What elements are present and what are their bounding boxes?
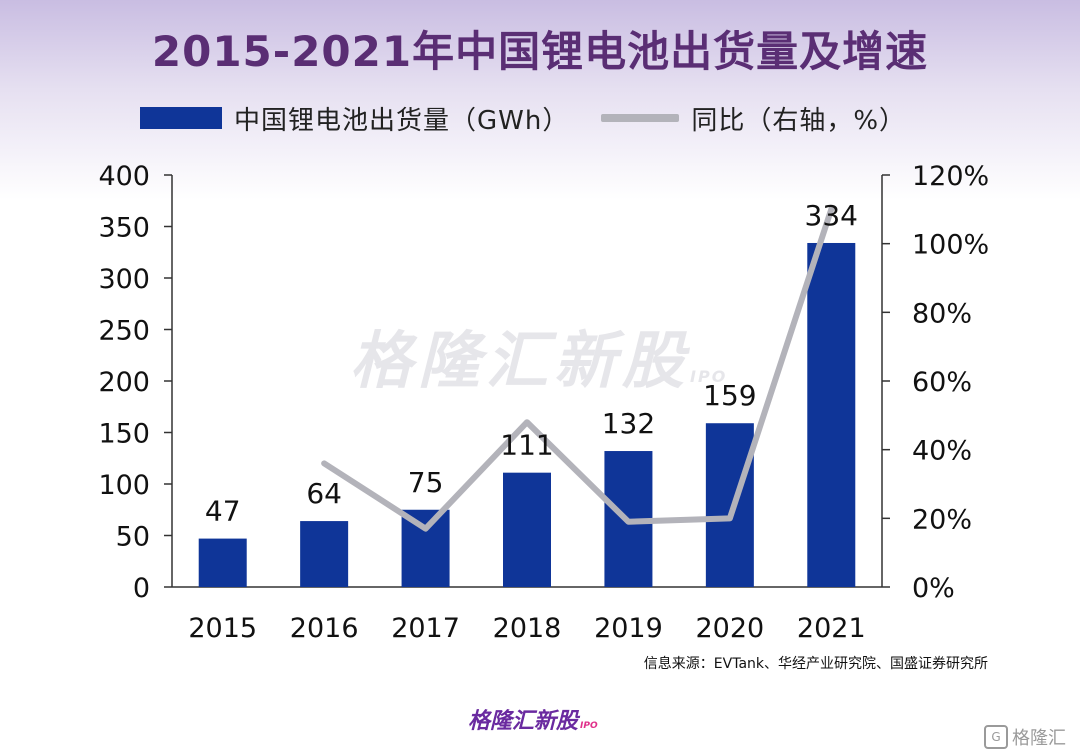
watermark: 格隆汇新股IPO xyxy=(350,310,727,400)
y-left-tick-label: 250 xyxy=(98,316,150,347)
bar-data-label: 132 xyxy=(602,407,655,440)
bar xyxy=(807,242,856,588)
bar-data-label: 75 xyxy=(408,466,444,499)
watermark-sub: IPO xyxy=(690,367,728,386)
x-tick-label: 2020 xyxy=(695,613,764,644)
legend: 中国锂电池出货量（GWh） 同比（右轴，%） xyxy=(140,100,906,136)
y-left-tick-label: 50 xyxy=(116,522,150,553)
yoy-line xyxy=(321,206,835,532)
y-right-tick-label: 80% xyxy=(912,298,972,329)
x-tick-label: 2019 xyxy=(594,613,663,644)
y-left-tick-label: 150 xyxy=(98,419,150,450)
y-right-tick-label: 40% xyxy=(912,436,972,467)
y-right-tick-label: 20% xyxy=(912,504,972,535)
legend-line-label: 同比（右轴，%） xyxy=(691,105,907,136)
legend-bar-label: 中国锂电池出货量（GWh） xyxy=(234,105,570,136)
source-note: 信息来源：EVTank、华经产业研究院、国盛证券研究所 xyxy=(643,656,988,672)
bar-data-label: 111 xyxy=(500,429,553,462)
y-left-tick-label: 100 xyxy=(98,470,150,501)
corner-brand-text: 格隆汇 xyxy=(1012,728,1066,749)
brand-logo: 格隆汇新股 IPO xyxy=(468,703,598,735)
x-tick-label: 2018 xyxy=(493,613,562,644)
corner-brand: G 格隆汇 xyxy=(984,724,1066,750)
legend-line-swatch xyxy=(601,114,680,122)
bar-data-label: 159 xyxy=(703,379,756,412)
y-right-tick-label: 0% xyxy=(912,573,955,604)
y-left-tick-label: 0 xyxy=(133,573,150,604)
brand-logo-text: 格隆汇新股 xyxy=(468,709,579,734)
bar xyxy=(503,472,551,587)
y-right-tick-label: 100% xyxy=(912,230,989,261)
bar xyxy=(198,538,247,587)
legend-bar-swatch xyxy=(140,107,222,129)
bar-data-label: 334 xyxy=(805,199,858,232)
chart-title: 2015-2021年中国锂电池出货量及增速 xyxy=(151,27,929,76)
bar xyxy=(705,423,754,587)
brand-icon: G xyxy=(984,725,1008,749)
x-tick-label: 2017 xyxy=(391,613,460,644)
x-tick-label: 2021 xyxy=(797,613,866,644)
watermark-text: 格隆汇新股 xyxy=(350,324,691,397)
bar xyxy=(300,521,349,587)
x-tick-label: 2016 xyxy=(290,613,359,644)
y-right-tick-label: 120% xyxy=(912,161,989,192)
y-left-tick-label: 200 xyxy=(98,367,150,398)
y-right-tick-label: 60% xyxy=(912,367,972,398)
bar-data-label: 47 xyxy=(205,495,241,528)
bar-data-label: 64 xyxy=(306,477,342,510)
y-left-tick-label: 350 xyxy=(98,213,150,244)
bar xyxy=(401,509,450,587)
y-left-tick-label: 400 xyxy=(98,161,150,192)
x-tick-label: 2015 xyxy=(188,613,257,644)
y-left-tick-label: 300 xyxy=(98,264,150,295)
brand-logo-sub: IPO xyxy=(580,721,598,731)
